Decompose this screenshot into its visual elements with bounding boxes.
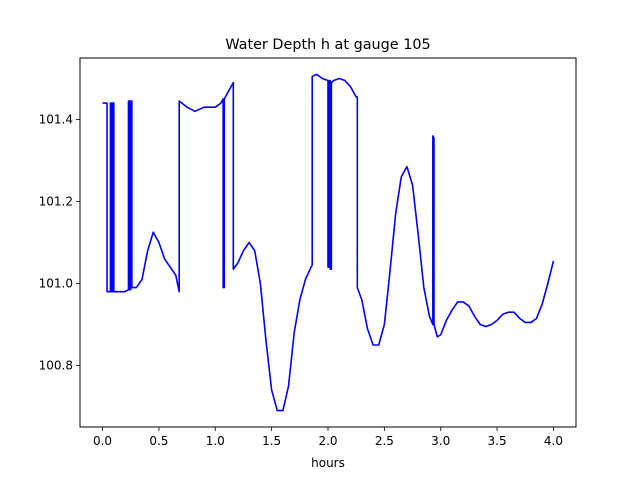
chart-title: Water Depth h at gauge 105 xyxy=(225,37,430,53)
y-tick-label: 101.2 xyxy=(39,195,73,209)
x-tick-label: 1.5 xyxy=(262,434,281,448)
x-tick-label: 3.0 xyxy=(431,434,450,448)
x-tick-label: 0.0 xyxy=(93,434,112,448)
y-axis-ticks: 100.8 101.0 101.2 101.4 xyxy=(39,113,80,373)
x-tick-label: 2.0 xyxy=(318,434,337,448)
y-tick-label: 100.8 xyxy=(39,359,73,373)
x-tick-label: 1.0 xyxy=(206,434,225,448)
y-tick-label: 101.0 xyxy=(39,277,73,291)
x-tick-label: 3.5 xyxy=(488,434,507,448)
x-tick-label: 0.5 xyxy=(149,434,168,448)
y-tick-label: 101.4 xyxy=(39,113,73,127)
x-tick-label: 2.5 xyxy=(375,434,394,448)
series-layer xyxy=(102,73,555,412)
x-axis-ticks: 0.0 0.5 1.0 1.5 2.0 2.5 3.0 3.5 4.0 xyxy=(93,427,563,448)
x-tick-label: 4.0 xyxy=(544,434,563,448)
x-axis-label: hours xyxy=(311,456,345,470)
series-line-1 xyxy=(102,73,555,412)
